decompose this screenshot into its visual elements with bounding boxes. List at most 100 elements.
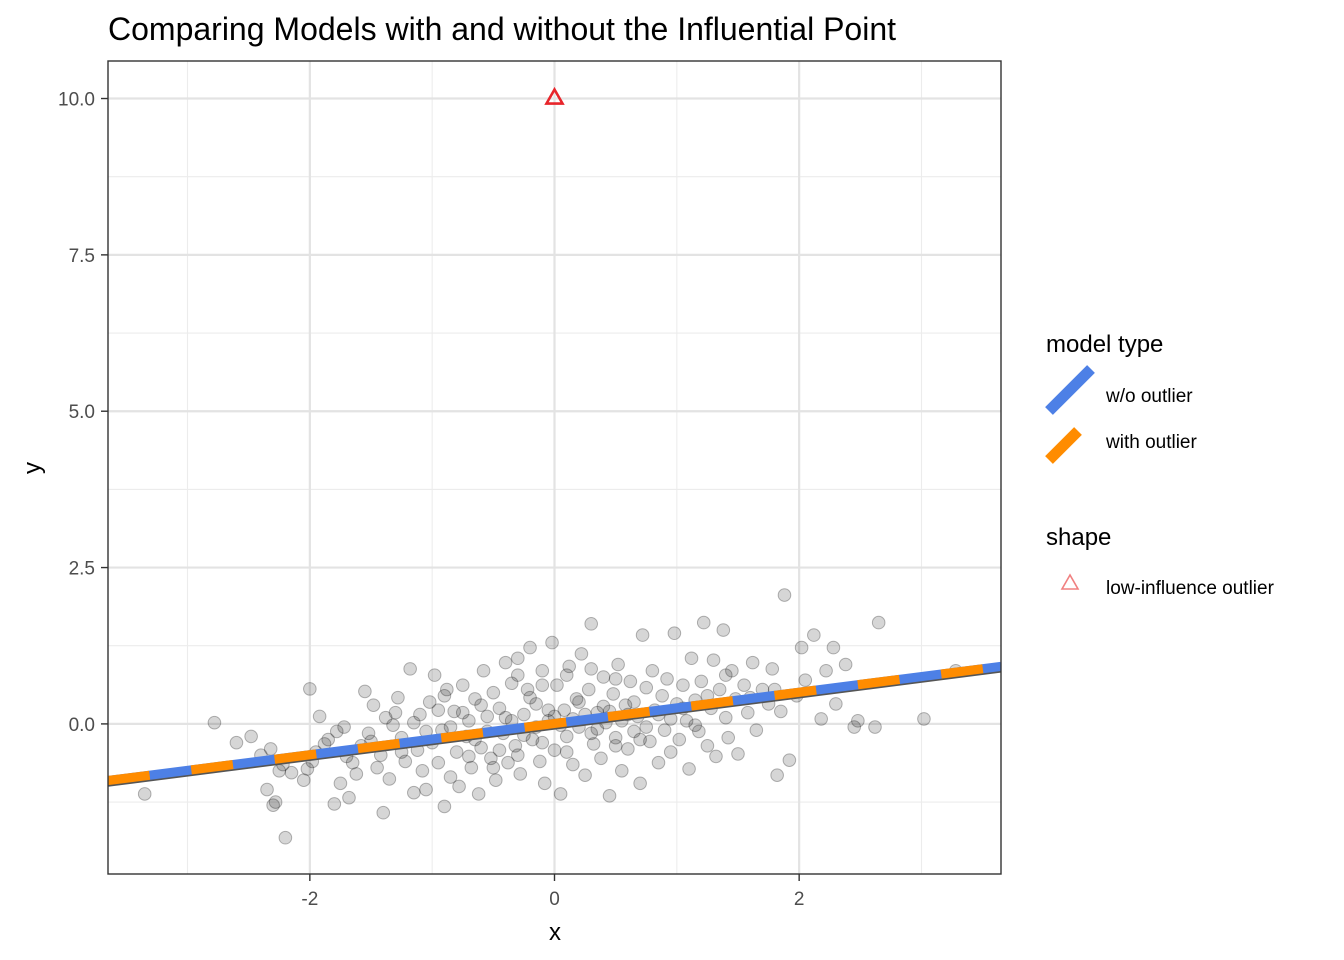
scatter-point — [284, 765, 299, 780]
scatter-point — [447, 704, 461, 719]
outlier-triangle-icon — [544, 86, 565, 105]
outlier-layer — [544, 86, 565, 105]
scatter-point — [407, 715, 421, 730]
scatter-point — [627, 695, 641, 709]
scatter-point — [550, 678, 564, 692]
grid-lines — [108, 61, 1001, 874]
scatter-point — [596, 699, 611, 714]
scatter-point — [684, 651, 699, 666]
scatter-point — [578, 768, 592, 782]
scatter-point — [826, 640, 841, 655]
scatter-point — [511, 748, 525, 762]
scatter-point — [749, 723, 764, 737]
scatter-point — [635, 628, 650, 642]
scatter-point — [382, 772, 397, 786]
scatter-point — [553, 787, 568, 801]
scatter-point — [388, 705, 403, 720]
scatter-point — [342, 790, 356, 805]
scatter-point — [468, 692, 482, 706]
y-tick-label: 0.0 — [69, 715, 95, 736]
scatter-point — [672, 732, 687, 747]
chart-title: Comparing Models with and without the In… — [108, 11, 896, 47]
legend-title-shape: shape — [1046, 524, 1111, 551]
scatter-point — [847, 720, 862, 734]
x-tick-label: -2 — [301, 889, 318, 910]
scatter-point — [508, 738, 523, 753]
scatter-point — [611, 657, 625, 672]
scatter-point — [266, 798, 280, 813]
scatter-point — [268, 795, 283, 809]
scatter-point — [709, 749, 723, 764]
scatter-point — [606, 687, 621, 701]
scatter-point — [667, 626, 682, 641]
scatter-point — [679, 713, 694, 728]
scatter-point — [645, 663, 660, 678]
legend-label-low-influence-outlier: low-influence outlier — [1106, 578, 1275, 599]
scatter-point — [535, 735, 550, 750]
scatter-point — [774, 704, 788, 719]
scatter-point — [814, 712, 828, 726]
scatter-point — [777, 588, 792, 602]
scatter-point — [594, 751, 608, 766]
scatter-point — [716, 623, 731, 637]
scatter-point — [501, 755, 515, 770]
scatter-point — [694, 674, 709, 689]
scatter-point — [462, 749, 476, 764]
y-tick-label: 10.0 — [58, 90, 95, 111]
scatter-point — [419, 782, 433, 797]
scatter-point — [437, 688, 452, 703]
scatter-point — [541, 703, 556, 717]
scatter-point — [523, 640, 537, 655]
legend-title-model-type: model type — [1046, 331, 1163, 358]
scatter-point — [511, 668, 525, 682]
x-axis: -2 0 2 — [301, 874, 804, 910]
scatter-point — [608, 672, 623, 686]
scatter-point — [480, 709, 495, 724]
x-tick-label: 2 — [794, 889, 805, 910]
scatter-point — [639, 680, 654, 695]
scatter-point — [312, 709, 327, 724]
scatter-point — [557, 703, 572, 717]
scatter-point — [462, 713, 476, 728]
scatter-point — [692, 724, 706, 739]
scatter-point — [300, 762, 315, 776]
scatter-point — [682, 762, 696, 776]
scatter-point — [782, 753, 797, 767]
scatter-point — [492, 701, 507, 716]
scatter-point — [602, 789, 617, 803]
scatter-point — [700, 738, 715, 753]
scatter-point — [452, 779, 466, 794]
scatter-point — [486, 760, 501, 775]
scatter-point — [337, 720, 351, 734]
scatter-point — [520, 682, 535, 697]
scatter-point — [569, 692, 584, 706]
scatter-point — [572, 695, 586, 709]
regression-lines — [108, 661, 1001, 787]
scatter-point — [608, 738, 623, 753]
scatter-point — [633, 732, 647, 747]
scatter-point — [413, 707, 427, 722]
scatter-point — [643, 734, 657, 749]
legend-key-triangle-icon — [1060, 573, 1080, 590]
scatter-point — [431, 703, 446, 717]
scatter-point — [535, 663, 550, 678]
scatter-point — [559, 668, 574, 682]
scatter-point — [838, 657, 853, 672]
scatter-point — [535, 678, 550, 692]
scatter-point — [740, 705, 755, 720]
scatter-point — [366, 698, 381, 712]
scatter-point — [455, 705, 470, 720]
scatter-point — [574, 647, 589, 661]
scatter-point — [581, 682, 596, 697]
scatter-point — [137, 787, 152, 801]
scatter-point — [431, 755, 446, 770]
scatter-point — [559, 745, 574, 759]
scatter-point — [329, 724, 344, 739]
scatter-point — [917, 712, 931, 726]
scatter-point — [537, 776, 552, 791]
scatter-point — [545, 635, 559, 650]
scatter-point — [696, 615, 711, 630]
scatter-point — [474, 740, 488, 755]
scatter-point — [676, 678, 690, 692]
